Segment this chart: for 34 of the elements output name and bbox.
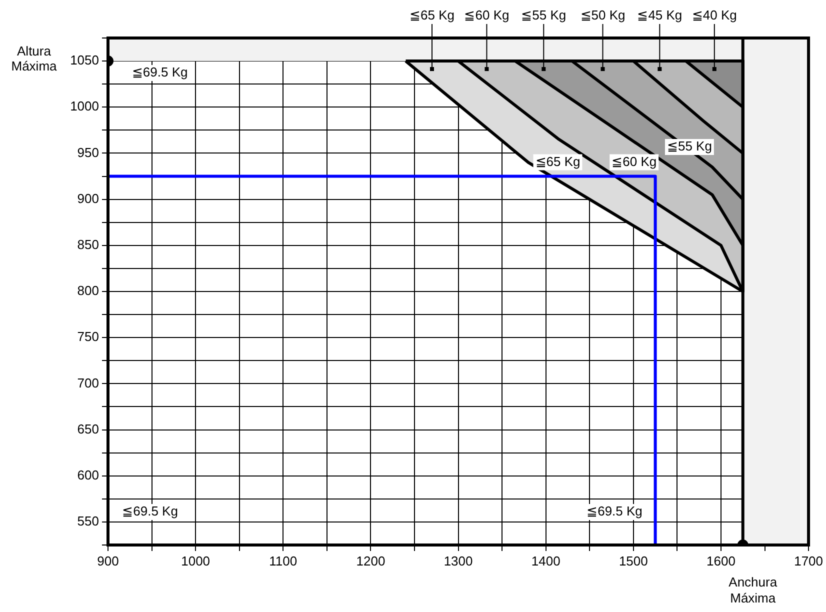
y-tick-label: 850 [77, 236, 99, 252]
text: ≦60 Kg [464, 8, 510, 23]
y-tick-label: 600 [77, 467, 99, 482]
text: ≦40 Kg [692, 8, 737, 23]
x-tick-label: 1600 [706, 553, 736, 568]
y-tick-label: 1000 [70, 98, 99, 114]
x-tick-label: 1300 [444, 553, 473, 568]
annotation: ≦69.5 Kg [586, 504, 642, 519]
x-tick-label: 900 [97, 553, 119, 568]
x-tick-label: 1700 [794, 553, 823, 568]
x-axis-title: Anchura Máxima [728, 574, 778, 606]
y-axis-title: Altura Máxima [11, 44, 58, 74]
x-tick-label: 1100 [269, 553, 298, 568]
text: ≦45 Kg [637, 8, 682, 23]
annotation: ≦65 Kg [535, 154, 580, 169]
y-tick-label: 650 [77, 421, 99, 436]
y-tick-label: 800 [77, 283, 99, 298]
x-tick-label: 1000 [181, 553, 210, 568]
x-tick-label: 1500 [618, 553, 648, 568]
text: ≦55 Kg [521, 8, 566, 23]
annotation: ≦60 Kg [612, 154, 657, 169]
y-tick-label: 900 [77, 190, 99, 206]
annotation: ≦69.5 Kg [122, 504, 178, 519]
y-tick-label: 750 [77, 329, 99, 344]
x-tick-label: 1400 [531, 553, 560, 568]
y-tick-label: 950 [77, 144, 99, 160]
annotation: ≦69.5 Kg [132, 64, 188, 80]
text: ≦65 Kg [410, 8, 454, 23]
y-tick-label: 1050 [70, 52, 99, 68]
text: ≦50 Kg [580, 8, 626, 23]
y-tick-label: 700 [77, 375, 99, 390]
x-tick-label: 1200 [356, 553, 386, 568]
annotation: ≦55 Kg [666, 138, 712, 154]
y-tick-label: 550 [77, 514, 99, 529]
